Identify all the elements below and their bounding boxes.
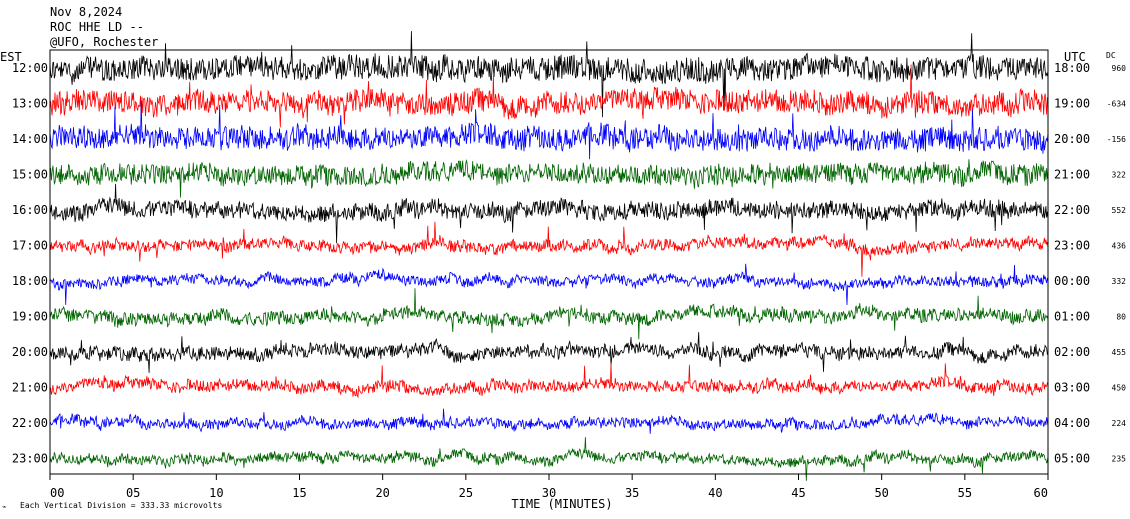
- est-hour-label: 12:00: [12, 61, 48, 75]
- trace-2000: [49, 332, 1049, 373]
- dc-offset-value: 450: [1112, 384, 1127, 393]
- est-axis-label: EST: [0, 50, 22, 64]
- trace-1200: [49, 31, 1049, 118]
- dc-offset-value: 436: [1112, 242, 1127, 251]
- trace-2200: [49, 408, 1049, 434]
- est-hour-label: 16:00: [12, 203, 48, 217]
- x-tick-label: 45: [791, 486, 805, 500]
- x-tick-label: 50: [874, 486, 888, 500]
- x-tick-label: 00: [50, 486, 64, 500]
- trace-2300: [49, 437, 1049, 481]
- est-hour-label: 20:00: [12, 345, 48, 359]
- trace-1400: [49, 100, 1049, 160]
- dc-offset-labels: 960 -634 -156 322 552 436 332 80 455 450 224 235: [1107, 64, 1126, 464]
- est-hour-label: 22:00: [12, 416, 48, 430]
- utc-hour-label: 19:00: [1054, 97, 1090, 111]
- plot-frame: [49, 49, 1049, 475]
- est-hour-label: 21:00: [12, 381, 48, 395]
- trace-1900: [49, 288, 1049, 340]
- header-block: Nov 8,2024 ROC HHE LD -- @UFO, Rochester: [50, 5, 158, 49]
- utc-hour-label: 23:00: [1054, 239, 1090, 253]
- est-hour-label: 15:00: [12, 168, 48, 182]
- trace-layer: [49, 31, 1049, 481]
- dc-offset-value: 224: [1112, 419, 1127, 428]
- date-label: Nov 8,2024: [50, 5, 122, 19]
- utc-hour-label: 21:00: [1054, 168, 1090, 182]
- utc-hour-label: 05:00: [1054, 452, 1090, 466]
- vertical-division-note: Each Vertical Division = 333.33 microvol…: [20, 501, 222, 510]
- utc-hour-label: 20:00: [1054, 132, 1090, 146]
- dc-offset-value: 455: [1112, 348, 1127, 357]
- location-label: @UFO, Rochester: [50, 35, 158, 49]
- x-axis-title: TIME (MINUTES): [511, 497, 612, 511]
- dc-offset-value: 80: [1116, 313, 1126, 322]
- trace-1300: [49, 64, 1049, 128]
- x-tick-label: 60: [1034, 486, 1048, 500]
- x-tick-label: 30: [542, 486, 556, 500]
- x-tick-label: 40: [708, 486, 722, 500]
- x-tick-label: 20: [375, 486, 389, 500]
- dc-offset-value: 552: [1112, 206, 1127, 215]
- dc-axis-label: DC: [1106, 51, 1116, 60]
- dc-offset-value: -156: [1107, 135, 1126, 144]
- dc-offset-value: -634: [1107, 100, 1126, 109]
- est-hour-label: 14:00: [12, 132, 48, 146]
- trace-2100: [49, 362, 1049, 399]
- x-tick-label: 35: [625, 486, 639, 500]
- utc-hour-label: 00:00: [1054, 274, 1090, 288]
- trace-1500: [49, 159, 1049, 198]
- x-tick-label: 25: [459, 486, 473, 500]
- station-label: ROC HHE LD --: [50, 20, 144, 34]
- utc-hour-label: 22:00: [1054, 203, 1090, 217]
- est-hour-label: 18:00: [12, 274, 48, 288]
- est-hour-labels: 12:00 13:00 14:00 15:00 16:00 17:00 18:00 19:00…: [12, 61, 48, 466]
- dc-offset-value: 332: [1112, 277, 1127, 286]
- logo-mark: ⌁: [2, 503, 6, 511]
- x-tick-label: 15: [292, 486, 306, 500]
- x-axis-ticks: 00 05 10 15 20 25 30 35 40 45 50 55 60: [49, 474, 1049, 500]
- trace-1700: [49, 221, 1049, 277]
- utc-hour-labels: 18:00 19:00 20:00 21:00 22:00 23:00 00:00 01:00…: [1054, 61, 1090, 466]
- utc-hour-label: 02:00: [1054, 345, 1090, 359]
- x-tick-label: 05: [126, 486, 140, 500]
- utc-hour-label: 18:00: [1054, 61, 1090, 75]
- est-hour-label: 19:00: [12, 310, 48, 324]
- utc-axis-label: UTC: [1064, 50, 1086, 64]
- est-hour-label: 13:00: [12, 97, 48, 111]
- dc-offset-value: 960: [1112, 64, 1127, 73]
- trace-1800: [49, 263, 1049, 306]
- utc-hour-label: 03:00: [1054, 381, 1090, 395]
- trace-1600: [49, 183, 1049, 244]
- est-hour-label: 17:00: [12, 239, 48, 253]
- x-tick-label: 55: [958, 486, 972, 500]
- x-tick-label: 10: [209, 486, 223, 500]
- est-hour-label: 23:00: [12, 452, 48, 466]
- utc-hour-label: 01:00: [1054, 310, 1090, 324]
- utc-hour-label: 04:00: [1054, 416, 1090, 430]
- dc-offset-value: 235: [1112, 455, 1127, 464]
- dc-offset-value: 322: [1112, 171, 1127, 180]
